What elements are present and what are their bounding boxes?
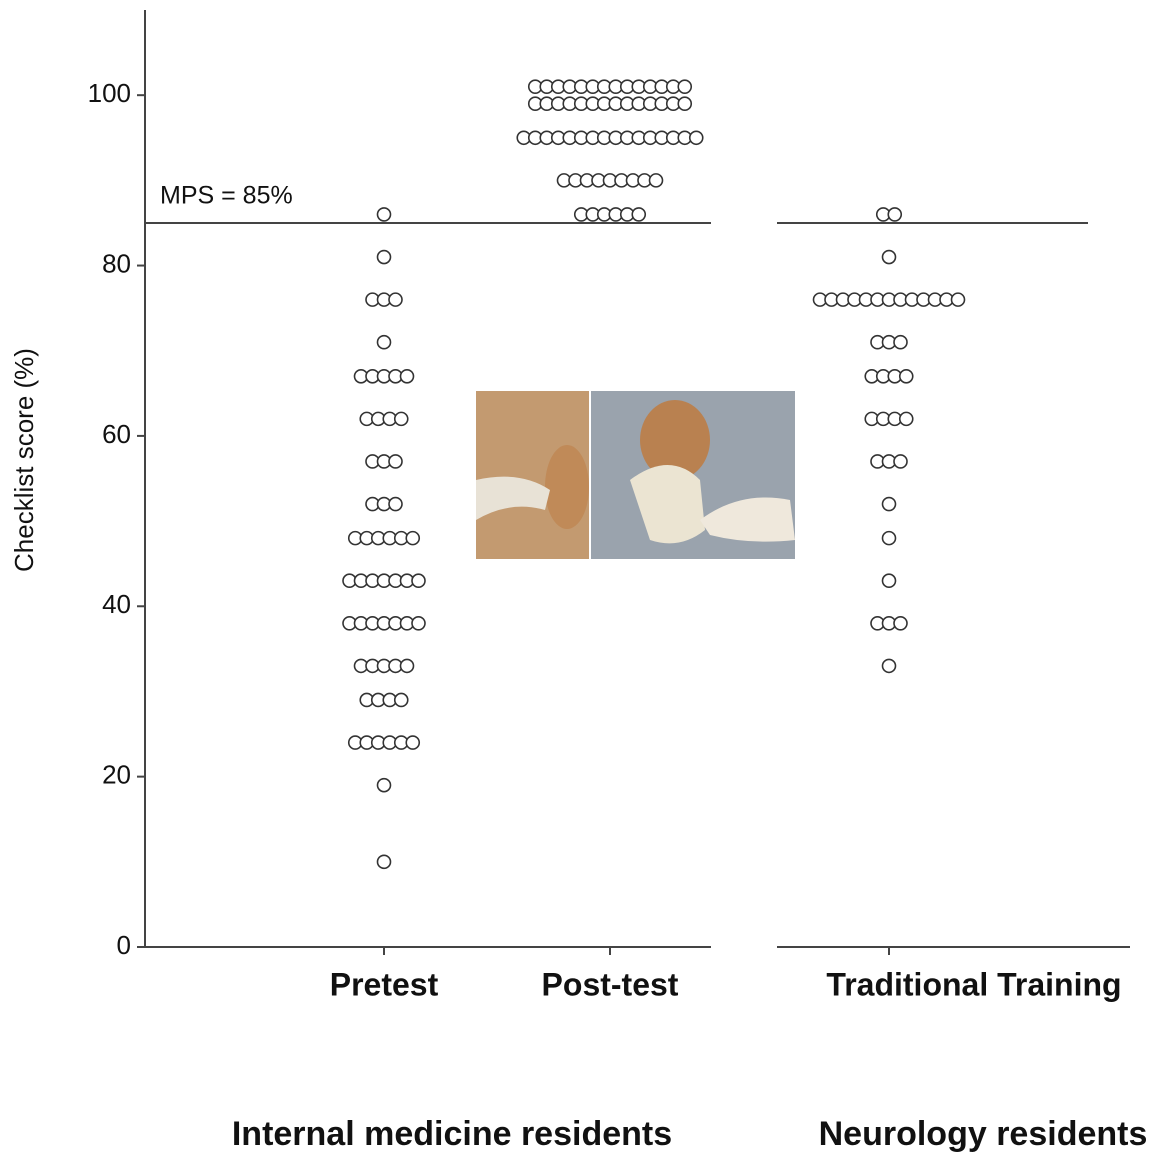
data-dot [678,97,691,110]
data-dot [389,455,402,468]
data-dot [900,412,913,425]
y-tick-label: 60 [102,419,131,449]
y-tick-label: 20 [102,760,131,790]
data-dot [690,131,703,144]
photo-inset [476,391,795,559]
data-dot [894,455,907,468]
x-tick-label: Traditional Training [826,966,1121,1002]
data-dot [395,693,408,706]
data-dot [401,370,414,383]
data-dot [378,855,391,868]
mps-label: MPS = 85% [160,182,293,210]
data-dot [406,532,419,545]
data-dot [894,617,907,630]
y-tick-label: 0 [117,930,131,960]
data-dot [378,208,391,221]
chart: Checklist score (%) MPS = 85% Internal m… [0,0,1176,1154]
data-dot [883,659,896,672]
data-dot [389,293,402,306]
data-dot [883,574,896,587]
data-dot [952,293,965,306]
data-dot [412,574,425,587]
data-dot [406,736,419,749]
data-dot [894,336,907,349]
data-dot [632,208,645,221]
group-label: Internal medicine residents [232,1115,672,1153]
data-dot [395,412,408,425]
y-tick-label: 100 [88,78,131,108]
data-dot [412,617,425,630]
y-axis-label: Checklist score (%) [9,348,39,572]
data-dot [378,336,391,349]
y-tick-label: 40 [102,589,131,619]
group-label: Neurology residents [819,1115,1148,1153]
y-tick-label: 80 [102,248,131,278]
data-dot [678,80,691,93]
data-dot [883,251,896,264]
data-dot [401,659,414,672]
data-dot [650,174,663,187]
x-tick-label: Post-test [542,966,679,1002]
data-dot [389,498,402,511]
data-dot [378,779,391,792]
data-dot [378,251,391,264]
data-dot [900,370,913,383]
data-dot [888,208,901,221]
data-dot [883,498,896,511]
x-tick-label: Pretest [330,966,439,1002]
data-dot [883,532,896,545]
